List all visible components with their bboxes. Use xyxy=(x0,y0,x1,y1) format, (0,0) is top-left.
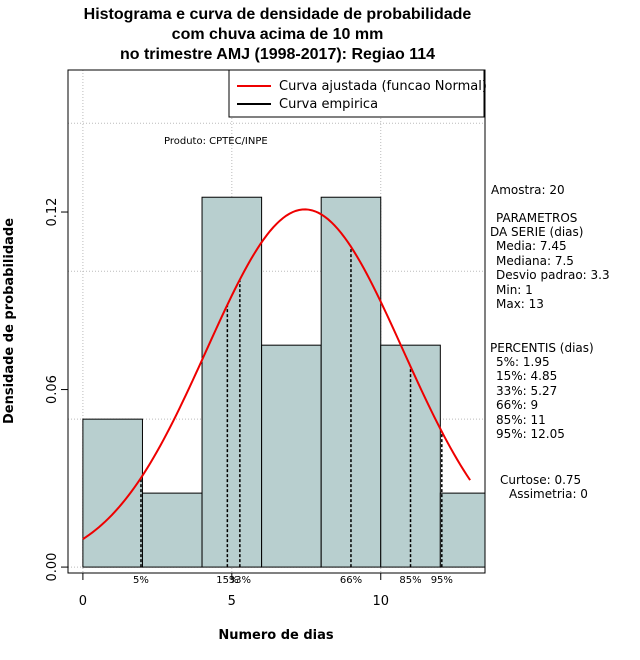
percentile-label-0: 5% xyxy=(133,575,149,586)
legend-label-empirical: Curva empirica xyxy=(279,97,378,112)
x-axis-label: Numero de dias xyxy=(218,628,334,643)
chart-title-line-3: no trimestre AMJ (1998-2017): Regiao 114 xyxy=(119,46,436,63)
x-tick-label-1: 5 xyxy=(228,594,236,609)
percentile-label-3: 66% xyxy=(340,575,362,586)
normal-fit-curve xyxy=(82,208,471,540)
histogram-bars xyxy=(82,196,486,568)
percentile-5: 5%: 1.95 xyxy=(496,355,550,369)
legend-label-fit: Curva ajustada (funcao Normal) xyxy=(279,79,487,94)
skewness: Assimetria: 0 xyxy=(509,487,588,501)
sample-size: Amostra: 20 xyxy=(491,183,565,197)
param-max: Max: 13 xyxy=(496,297,544,311)
y-tick-label-1: 0.06 xyxy=(45,375,60,404)
percentile-33: 33%: 5.27 xyxy=(496,384,558,398)
y-tick-label-0: 0.00 xyxy=(45,553,60,582)
normal-fit-line xyxy=(82,208,471,540)
histogram-bar-1 xyxy=(141,492,203,568)
histogram-bar-6 xyxy=(439,492,486,568)
params-subheader: DA SERIE (dias) xyxy=(490,225,584,239)
percentile-66: 66%: 9 xyxy=(496,398,539,412)
chart-title-line-2: com chuva acima de 10 mm xyxy=(171,26,384,43)
y-axis-label: Densidade de probabilidade xyxy=(2,218,17,424)
histogram-bar-3 xyxy=(261,344,322,568)
percentile-85: 85%: 11 xyxy=(496,413,546,427)
percentile-95: 95%: 12.05 xyxy=(496,427,565,441)
histogram-bar-2 xyxy=(201,196,263,568)
percentile-label-5: 95% xyxy=(431,575,453,586)
kurtosis: Curtose: 0.75 xyxy=(500,473,582,487)
param-min: Min: 1 xyxy=(496,283,533,297)
percentile-label-1: 15% xyxy=(216,575,238,586)
param-median: Mediana: 7.5 xyxy=(496,254,574,268)
param-stddev: Desvio padrao: 3.3 xyxy=(496,268,610,282)
percentile-label-2: 33% xyxy=(229,575,251,586)
chart-title-line-1: Histograma e curva de densidade de proba… xyxy=(83,6,472,23)
percentile-lines: 5% 15%33% 66% 85% 95% xyxy=(133,246,453,586)
percentile-15: 15%: 4.85 xyxy=(496,369,558,383)
param-mean: Media: 7.45 xyxy=(496,239,567,253)
x-tick-label-2: 10 xyxy=(372,594,389,609)
legend: Curva ajustada (funcao Normal) Curva emp… xyxy=(228,69,487,118)
params-header: PARAMETROS xyxy=(496,211,578,225)
percentiles-header: PERCENTIS (dias) xyxy=(490,341,594,355)
x-tick-label-0: 0 xyxy=(79,594,87,609)
histogram-bar-0 xyxy=(82,418,143,568)
legend-box xyxy=(228,69,485,118)
y-tick-label-2: 0.12 xyxy=(45,198,60,227)
axes: 0 5 10 0.00 0.06 0.12 xyxy=(45,198,389,609)
credit-text: Produto: CPTEC/INPE xyxy=(164,136,268,147)
percentile-label-4: 85% xyxy=(399,575,421,586)
